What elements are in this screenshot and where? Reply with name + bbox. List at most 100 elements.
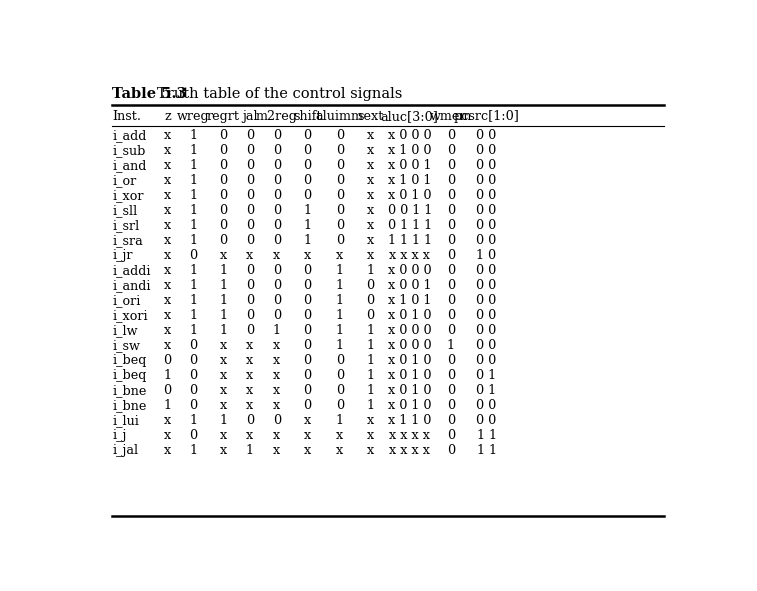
Text: 0: 0 <box>447 444 455 457</box>
Text: i_jal: i_jal <box>112 444 139 457</box>
Text: 0: 0 <box>304 324 312 337</box>
Text: i_lui: i_lui <box>112 414 139 427</box>
Text: jal: jal <box>242 110 257 123</box>
Text: 0: 0 <box>273 204 281 217</box>
Text: 1: 1 <box>220 279 227 292</box>
Text: 0: 0 <box>220 219 227 232</box>
Text: 1: 1 <box>189 234 197 247</box>
Text: i_jr: i_jr <box>112 249 132 262</box>
Text: x: x <box>273 354 280 367</box>
Text: 1: 1 <box>189 444 197 457</box>
Text: 0: 0 <box>447 189 455 202</box>
Text: 0: 0 <box>336 234 344 247</box>
Text: x: x <box>304 249 311 262</box>
Text: x: x <box>366 144 374 157</box>
Text: 0: 0 <box>304 339 312 352</box>
Text: i_beq: i_beq <box>112 354 147 367</box>
Text: x: x <box>336 249 344 262</box>
Text: 0: 0 <box>304 309 312 322</box>
Text: 0: 0 <box>304 189 312 202</box>
Text: x: x <box>220 430 227 443</box>
Text: regrt: regrt <box>207 110 240 123</box>
Text: 1: 1 <box>336 339 344 352</box>
Text: 0: 0 <box>447 204 455 217</box>
Text: 0: 0 <box>447 324 455 337</box>
Text: x: x <box>164 174 171 187</box>
Text: x 0 0 0: x 0 0 0 <box>388 324 431 337</box>
Text: 0: 0 <box>304 129 312 142</box>
Text: i_bne: i_bne <box>112 400 147 413</box>
Text: 1: 1 <box>189 309 197 322</box>
Text: 1: 1 <box>246 444 254 457</box>
Text: 0: 0 <box>304 159 312 172</box>
Text: 0: 0 <box>447 234 455 247</box>
Text: 1: 1 <box>220 264 227 277</box>
Text: x: x <box>366 414 374 427</box>
Text: 1: 1 <box>164 369 171 382</box>
Text: x: x <box>164 444 171 457</box>
Text: 1: 1 <box>189 294 197 307</box>
Text: Truth table of the control signals: Truth table of the control signals <box>157 87 403 101</box>
Text: 1: 1 <box>366 400 375 413</box>
Text: 1 1: 1 1 <box>476 430 497 443</box>
Text: 0: 0 <box>366 294 375 307</box>
Text: 0: 0 <box>220 159 227 172</box>
Text: 0: 0 <box>366 309 375 322</box>
Text: 0: 0 <box>273 144 281 157</box>
Text: i_srl: i_srl <box>112 219 139 232</box>
Text: x: x <box>273 400 280 413</box>
Text: 0: 0 <box>447 264 455 277</box>
Text: x: x <box>273 339 280 352</box>
Text: 0: 0 <box>447 144 455 157</box>
Text: x: x <box>164 414 171 427</box>
Text: 0: 0 <box>447 129 455 142</box>
Text: 1: 1 <box>189 219 197 232</box>
Text: 0 0: 0 0 <box>476 309 497 322</box>
Text: shift: shift <box>293 110 322 123</box>
Text: 0: 0 <box>273 414 281 427</box>
Text: 0: 0 <box>246 144 254 157</box>
Text: 0 1 1 1: 0 1 1 1 <box>388 219 431 232</box>
Text: x: x <box>246 369 254 382</box>
Text: 0: 0 <box>189 354 198 367</box>
Text: i_beq: i_beq <box>112 369 147 382</box>
Text: 0: 0 <box>447 400 455 413</box>
Text: 1: 1 <box>164 400 171 413</box>
Text: 0: 0 <box>164 354 171 367</box>
Text: 1: 1 <box>366 369 375 382</box>
Text: x: x <box>366 189 374 202</box>
Text: 0: 0 <box>447 369 455 382</box>
Text: Table 5.3: Table 5.3 <box>112 87 187 101</box>
Text: z: z <box>164 110 171 123</box>
Text: i_and: i_and <box>112 159 147 172</box>
Text: 0: 0 <box>189 369 198 382</box>
Text: m2reg: m2reg <box>256 110 298 123</box>
Text: x: x <box>366 174 374 187</box>
Text: x: x <box>366 219 374 232</box>
Text: 0: 0 <box>220 144 227 157</box>
Text: i_sw: i_sw <box>112 339 140 352</box>
Text: 0: 0 <box>220 204 227 217</box>
Text: 0: 0 <box>447 384 455 397</box>
Text: 0 1: 0 1 <box>476 384 497 397</box>
Text: 0: 0 <box>220 189 227 202</box>
Text: 0 0: 0 0 <box>476 294 497 307</box>
Text: 0: 0 <box>336 204 344 217</box>
Text: 0: 0 <box>273 309 281 322</box>
Text: 0: 0 <box>336 369 344 382</box>
Text: 1: 1 <box>366 324 375 337</box>
Text: x: x <box>246 354 254 367</box>
Text: 0: 0 <box>273 264 281 277</box>
Text: 0: 0 <box>304 144 312 157</box>
Text: 0 0: 0 0 <box>476 339 497 352</box>
Text: x: x <box>164 430 171 443</box>
Text: x: x <box>164 234 171 247</box>
Text: x: x <box>164 324 171 337</box>
Text: x: x <box>220 249 227 262</box>
Text: 0 0: 0 0 <box>476 174 497 187</box>
Text: i_ori: i_ori <box>112 294 141 307</box>
Text: aluimm: aluimm <box>316 110 364 123</box>
Text: 0: 0 <box>447 219 455 232</box>
Text: x: x <box>273 444 280 457</box>
Text: 0 0: 0 0 <box>476 264 497 277</box>
